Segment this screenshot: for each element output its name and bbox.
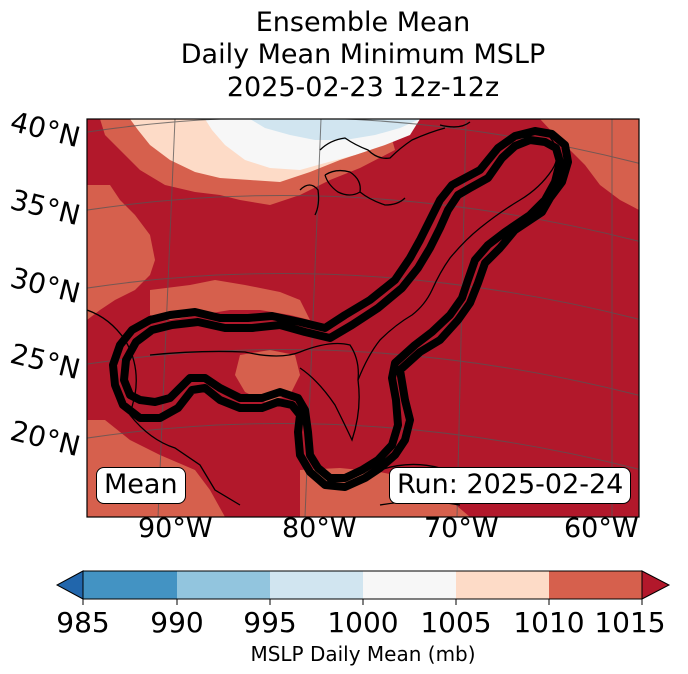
colorbar-swatch-1005-1010 xyxy=(456,571,549,599)
colorbar-tick-1005: 1005 xyxy=(420,606,492,639)
colorbar-swatch-990-995 xyxy=(177,571,270,599)
lon-label-90w: 90°W xyxy=(138,513,213,544)
lon-label-70w: 70°W xyxy=(424,513,499,544)
field-region-1005-1010-west xyxy=(87,185,155,320)
colorbar-swatch-1000-1005 xyxy=(363,571,456,599)
colorbar-tick-995: 995 xyxy=(243,606,297,639)
colorbar-over-arrow xyxy=(641,570,671,600)
colorbar-tick-1015: 1015 xyxy=(594,606,666,639)
colorbar-tick-990: 990 xyxy=(150,606,204,639)
colorbar-tick-1010: 1010 xyxy=(513,606,585,639)
colorbar-swatch-985-990 xyxy=(83,571,177,599)
mslp-contour xyxy=(109,127,572,491)
title-line-1: Ensemble Mean xyxy=(255,7,471,38)
colorbar-swatch-1010-1015 xyxy=(549,571,642,599)
colorbar-swatch-995-1000 xyxy=(270,571,363,599)
colorbar-under-arrow xyxy=(55,570,84,600)
colorbar xyxy=(55,570,671,605)
title-line-3: 2025-02-23 12z-12z xyxy=(226,72,500,103)
mean-label: Mean xyxy=(96,467,186,504)
field-region-1005-1010-gulf xyxy=(235,350,300,402)
colorbar-tick-985: 985 xyxy=(56,606,110,639)
colorbar-label: MSLP Daily Mean (mb) xyxy=(250,642,476,666)
lon-label-60w: 60°W xyxy=(564,513,639,544)
field-region-990-995 xyxy=(250,119,420,140)
title-line-2: Daily Mean Minimum MSLP xyxy=(180,39,546,70)
map-area xyxy=(87,119,639,517)
run-date-label: Run: 2025-02-24 xyxy=(389,467,632,504)
lon-label-80w: 80°W xyxy=(282,513,357,544)
colorbar-tick-1000: 1000 xyxy=(327,606,399,639)
map-frame xyxy=(86,118,640,518)
